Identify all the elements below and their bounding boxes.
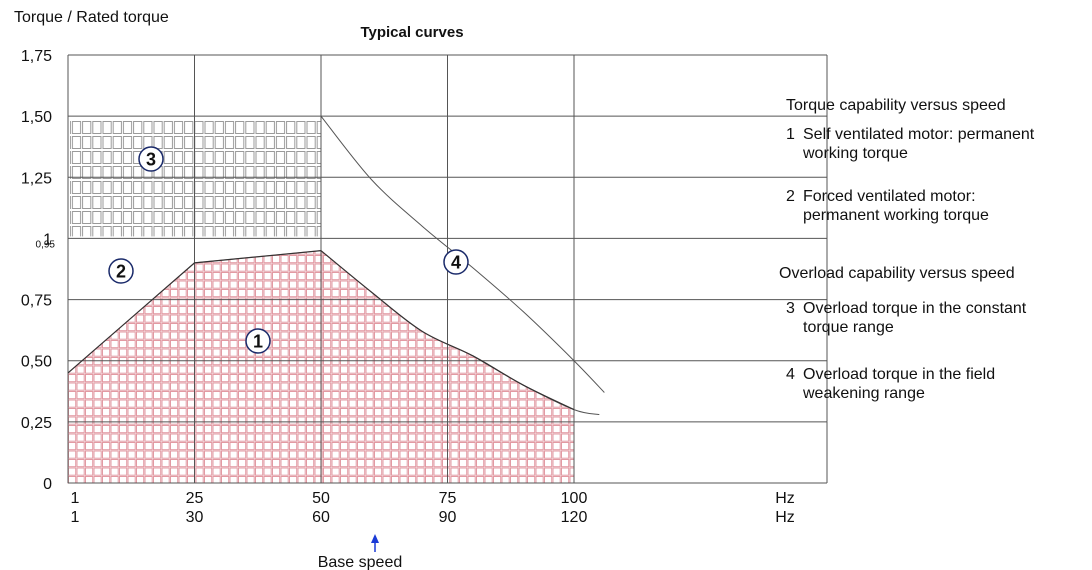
x-tick-label-50hz: 50 bbox=[312, 490, 330, 507]
chart-title: Typical curves bbox=[360, 24, 463, 41]
x-unit-label: Hz bbox=[775, 509, 795, 526]
y-tick-label-extra: 0,95 bbox=[36, 239, 56, 250]
x-tick-label-50hz: 25 bbox=[186, 490, 204, 507]
region-marker-1: 1 bbox=[246, 329, 270, 353]
base-speed-marker: Base speed bbox=[318, 534, 403, 570]
y-tick-label: 0,75 bbox=[21, 293, 52, 310]
y-tick-label: 1,50 bbox=[21, 109, 52, 126]
x-tick-label-50hz: 1 bbox=[71, 490, 80, 507]
region-marker-label: 2 bbox=[116, 262, 126, 282]
region-marker-label: 3 bbox=[146, 150, 156, 170]
x-tick-label-60hz: 1 bbox=[71, 509, 80, 526]
x-tick-label-60hz: 120 bbox=[561, 509, 588, 526]
region-marker-4: 4 bbox=[444, 250, 468, 274]
region-marker-label: 1 bbox=[253, 332, 263, 352]
region-marker-3: 3 bbox=[139, 147, 163, 171]
y-tick-label: 1,25 bbox=[21, 170, 52, 187]
x-tick-label-60hz: 90 bbox=[439, 509, 457, 526]
x-tick-label-60hz: 60 bbox=[312, 509, 330, 526]
base-speed-label: Base speed bbox=[318, 554, 403, 570]
y-tick-label: 1,75 bbox=[21, 48, 52, 65]
x-tick-label-50hz: 100 bbox=[561, 490, 588, 507]
y-tick-label: 0,25 bbox=[21, 415, 52, 432]
y-axis-label: Torque / Rated torque bbox=[14, 9, 169, 26]
x-unit-label: Hz bbox=[775, 490, 795, 507]
region-marker-2: 2 bbox=[109, 259, 133, 283]
y-tick-label: 0,50 bbox=[21, 354, 52, 371]
x-tick-label-60hz: 30 bbox=[186, 509, 204, 526]
x-tick-labels: 1 1 25 30 50 60 75 90 100 120 Hz Hz bbox=[71, 490, 795, 526]
x-tick-label-50hz: 75 bbox=[439, 490, 457, 507]
y-tick-label: 0 bbox=[43, 476, 52, 493]
region-marker-label: 4 bbox=[451, 253, 461, 273]
base-speed-arrow-icon bbox=[371, 534, 379, 543]
